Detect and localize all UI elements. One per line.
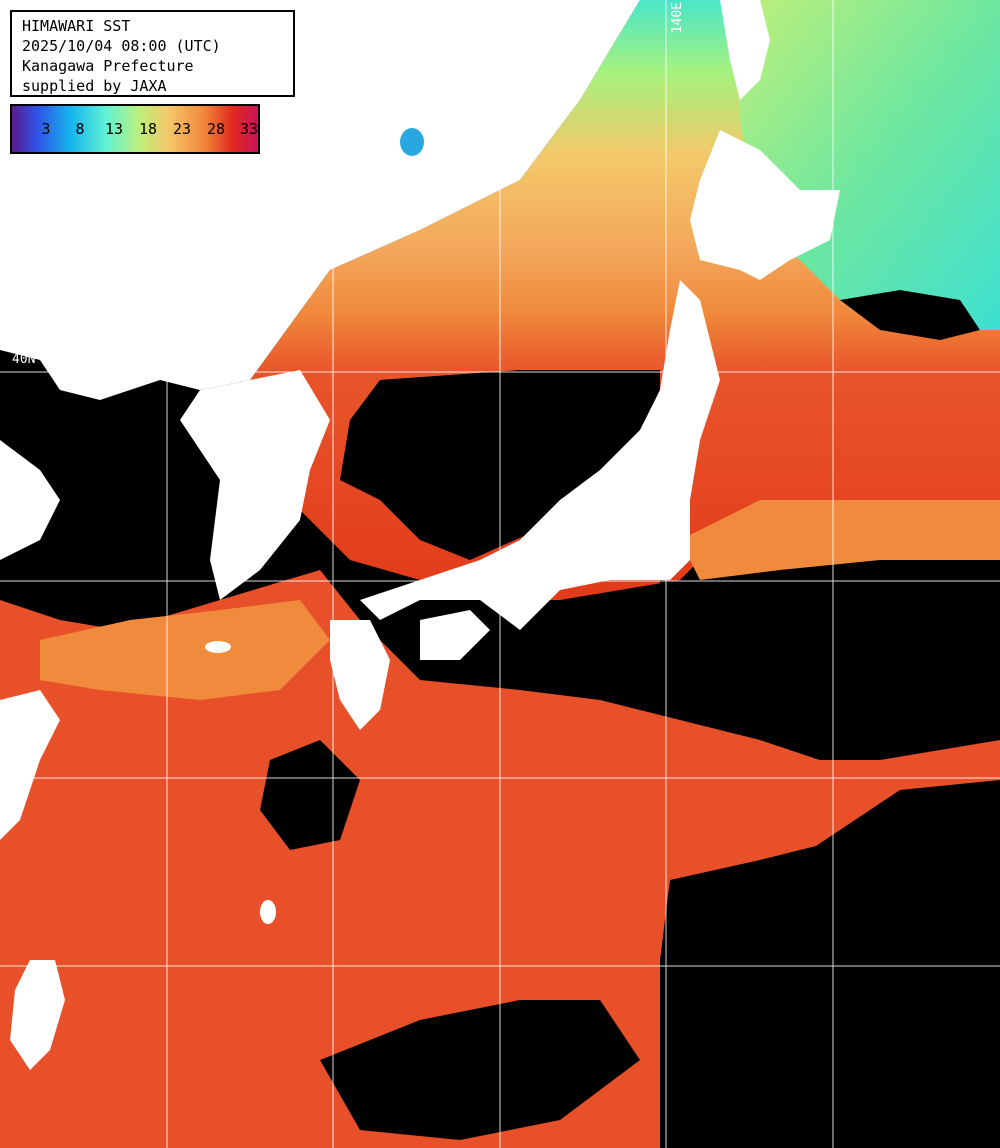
legend-tick-18: 18 (138, 120, 158, 138)
land-shikoku (420, 610, 490, 660)
kuroshio-band (680, 500, 1000, 580)
cloud-patch-6 (260, 740, 360, 850)
land-hokkaido (690, 130, 840, 280)
warm-band (40, 600, 330, 700)
land-korea (180, 370, 330, 600)
cloud-patch-4 (660, 790, 1000, 1148)
title-datetime: 2025/10/04 08:00 (UTC) (22, 37, 221, 55)
land-kyushu (330, 620, 390, 730)
legend-tick-3: 3 (41, 120, 51, 138)
lon-label-140e: 140E (670, 2, 685, 34)
cloud-patch-3 (660, 580, 1000, 760)
land-okinawa (260, 900, 276, 924)
legend-tick-13: 13 (104, 120, 124, 138)
land-jeju (205, 641, 231, 653)
title-box: HIMAWARI SST 2025/10/04 08:00 (UTC) Kana… (10, 10, 295, 97)
land-sakhalin (720, 0, 770, 100)
land (0, 0, 840, 1070)
title-source: supplied by JAXA (22, 77, 167, 95)
cloud-patch-7 (840, 290, 980, 340)
small-island-north (400, 128, 424, 156)
lat-label-40n: 40N (12, 352, 36, 367)
title-product: HIMAWARI SST (22, 17, 131, 35)
legend-tick-28: 28 (206, 120, 226, 138)
cloud-patch-5 (320, 1000, 640, 1140)
legend-tick-33: 33 (239, 120, 259, 138)
land-asia-mainland (0, 0, 640, 400)
color-scale-legend: 3 8 13 18 23 28 33 (10, 104, 260, 154)
land-china-coast (0, 440, 60, 560)
legend-tick-8: 8 (75, 120, 85, 138)
lat-label-30n: 30N (12, 758, 36, 773)
land-taiwan (10, 960, 65, 1070)
land-honshu (360, 280, 720, 630)
land-china-south (0, 690, 60, 840)
legend-labels: 3 8 13 18 23 28 33 (12, 106, 258, 152)
legend-tick-23: 23 (172, 120, 192, 138)
cloud-patch-2 (0, 380, 230, 580)
title-region: Kanagawa Prefecture (22, 57, 194, 75)
